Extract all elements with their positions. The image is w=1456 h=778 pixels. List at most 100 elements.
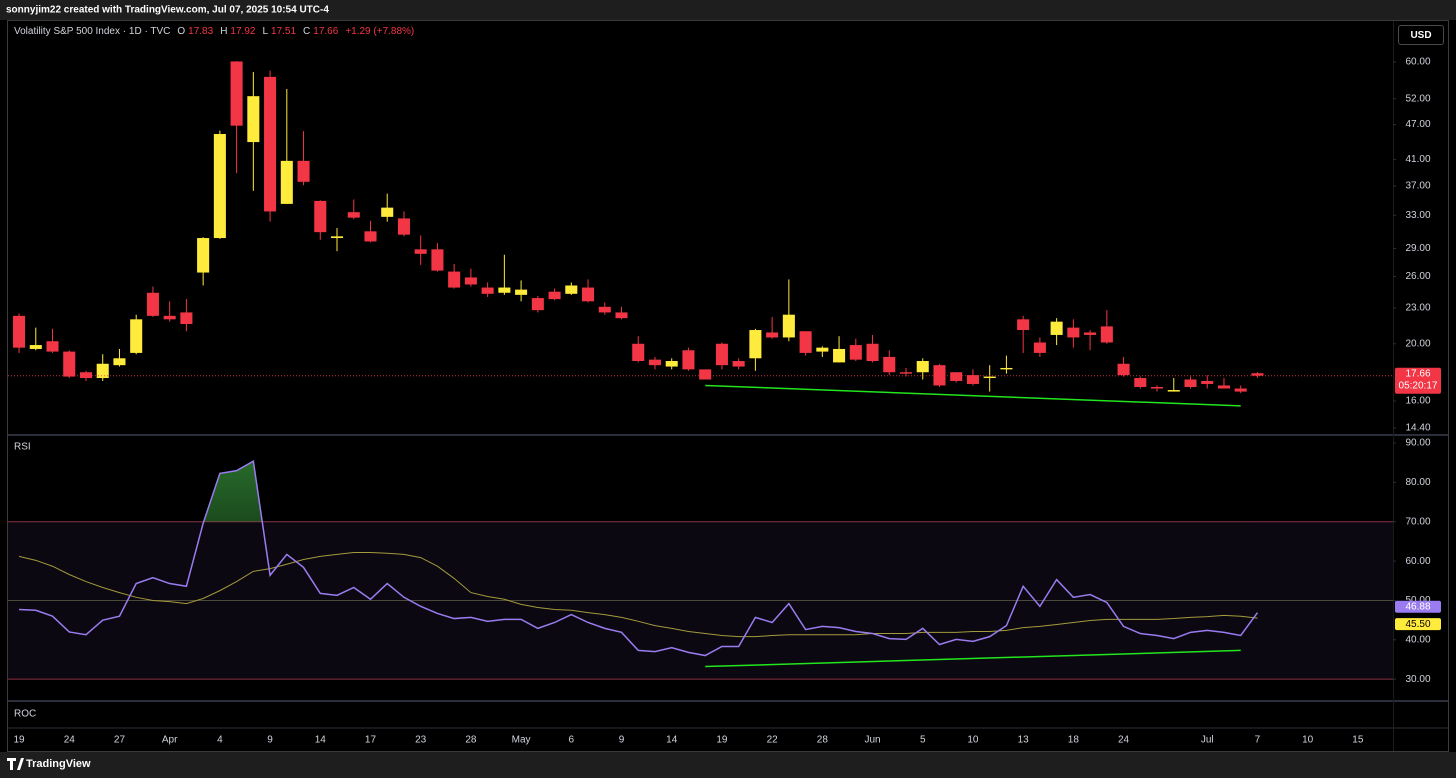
last-price-label: 17.66 — [1405, 368, 1430, 379]
candle-body — [130, 319, 143, 353]
x-tick-label: 17 — [365, 735, 377, 746]
y-tick-label: 60.00 — [1405, 556, 1430, 567]
candle-body — [1067, 327, 1080, 338]
candle-body — [1201, 380, 1214, 384]
candle-body — [515, 289, 528, 295]
x-tick-label: Jul — [1201, 735, 1214, 746]
candle-body — [197, 238, 210, 273]
candle-body — [330, 236, 344, 239]
candle-body — [665, 361, 678, 367]
candle-body — [749, 330, 762, 359]
candle-body — [983, 376, 996, 379]
candle-body — [598, 306, 611, 313]
y-tick-label: 40.00 — [1405, 634, 1430, 645]
candle-body — [531, 298, 544, 311]
candle-body — [13, 315, 26, 348]
candle-body — [799, 331, 812, 353]
frame — [7, 20, 1449, 752]
y-tick-label: 50.00 — [1405, 595, 1430, 606]
rsi-ma-line — [18, 551, 1258, 638]
candle-body — [1251, 373, 1264, 376]
candle-body — [46, 341, 59, 352]
candle-body — [732, 361, 745, 367]
x-tick-label: 19 — [716, 735, 728, 746]
x-tick-label: 6 — [569, 735, 575, 746]
x-tick-label: 9 — [619, 735, 625, 746]
candle-body — [1000, 367, 1013, 370]
x-tick-label: 19 — [13, 735, 25, 746]
rsi-line — [19, 459, 1259, 657]
footer-brand: TradingView — [26, 758, 91, 770]
candle-body — [582, 287, 595, 302]
candle-body — [816, 347, 829, 352]
header-text: sonnyjim22 created with TradingView.com,… — [6, 5, 329, 16]
footer-bar — [0, 752, 1456, 778]
candle-body — [247, 96, 260, 143]
footer-logo — [7, 758, 24, 770]
ohlc-value: 17.83 — [188, 26, 214, 37]
x-tick-label: 4 — [217, 735, 223, 746]
x-tick-label: 22 — [767, 735, 779, 746]
x-tick-label: 14 — [315, 735, 327, 746]
candle-body — [347, 212, 360, 218]
candle-body — [866, 343, 879, 362]
ohlc-value: 17.51 — [271, 26, 297, 37]
candle-body — [1134, 378, 1147, 387]
trendline — [705, 649, 1241, 668]
x-tick-label: May — [512, 735, 531, 746]
x-tick-label: 10 — [967, 735, 979, 746]
trendline — [705, 384, 1241, 407]
candle-body — [264, 76, 277, 212]
candle-body — [381, 207, 394, 217]
x-tick-label: 24 — [64, 735, 76, 746]
x-tick-label: 7 — [1255, 735, 1261, 746]
candle-body — [632, 343, 645, 362]
ohlc-key: H — [220, 26, 228, 37]
candle-body — [481, 287, 494, 294]
candle-body — [63, 351, 76, 377]
candle-body — [364, 231, 377, 242]
ohlc-value: 17.66 — [313, 26, 339, 37]
x-tick-label: 10 — [1302, 735, 1314, 746]
candle-body — [682, 350, 695, 370]
y-tick-label: 29.00 — [1405, 243, 1430, 254]
symbol-title: Volatility S&P 500 Index · 1D · TVC — [14, 26, 171, 37]
roc-title: ROC — [14, 709, 36, 720]
candle-body — [833, 348, 846, 363]
last-price-box — [1395, 367, 1441, 394]
candle-body — [699, 369, 712, 380]
candle-body — [766, 332, 779, 338]
candle-body — [1217, 385, 1230, 389]
x-tick-label: 23 — [415, 735, 427, 746]
y-tick-label: 30.00 — [1405, 674, 1430, 685]
candle-body — [899, 372, 913, 374]
candle-body — [1117, 363, 1130, 376]
ohlc-key: L — [262, 26, 269, 37]
candle-body — [96, 363, 109, 379]
candle-body — [548, 291, 561, 300]
y-tick-label: 47.00 — [1405, 119, 1430, 130]
y-tick-label: 37.00 — [1405, 181, 1430, 192]
candle-body — [29, 345, 42, 349]
x-tick-label: 27 — [114, 735, 126, 746]
y-tick-label: 16.00 — [1405, 396, 1430, 407]
x-tick-label: 28 — [465, 735, 477, 746]
x-tick-label: 28 — [817, 735, 829, 746]
last-value-label: 45.50 — [1405, 619, 1430, 630]
candle-body — [1151, 386, 1164, 389]
x-tick-label: 14 — [666, 735, 678, 746]
candle-body — [397, 218, 410, 235]
y-tick-label: 41.00 — [1405, 154, 1430, 165]
y-tick-label: 33.00 — [1405, 210, 1430, 221]
candle-body — [615, 312, 628, 319]
candle-body — [314, 200, 327, 233]
candle-body — [1050, 321, 1063, 335]
x-tick-label: Jun — [864, 735, 880, 746]
candle-body — [782, 314, 795, 338]
rsi-title: RSI — [14, 442, 31, 453]
currency-button[interactable]: USD — [1398, 25, 1444, 45]
candle-body — [414, 249, 427, 254]
y-tick-label: 14.40 — [1405, 423, 1430, 434]
y-tick-label: 80.00 — [1405, 477, 1430, 488]
